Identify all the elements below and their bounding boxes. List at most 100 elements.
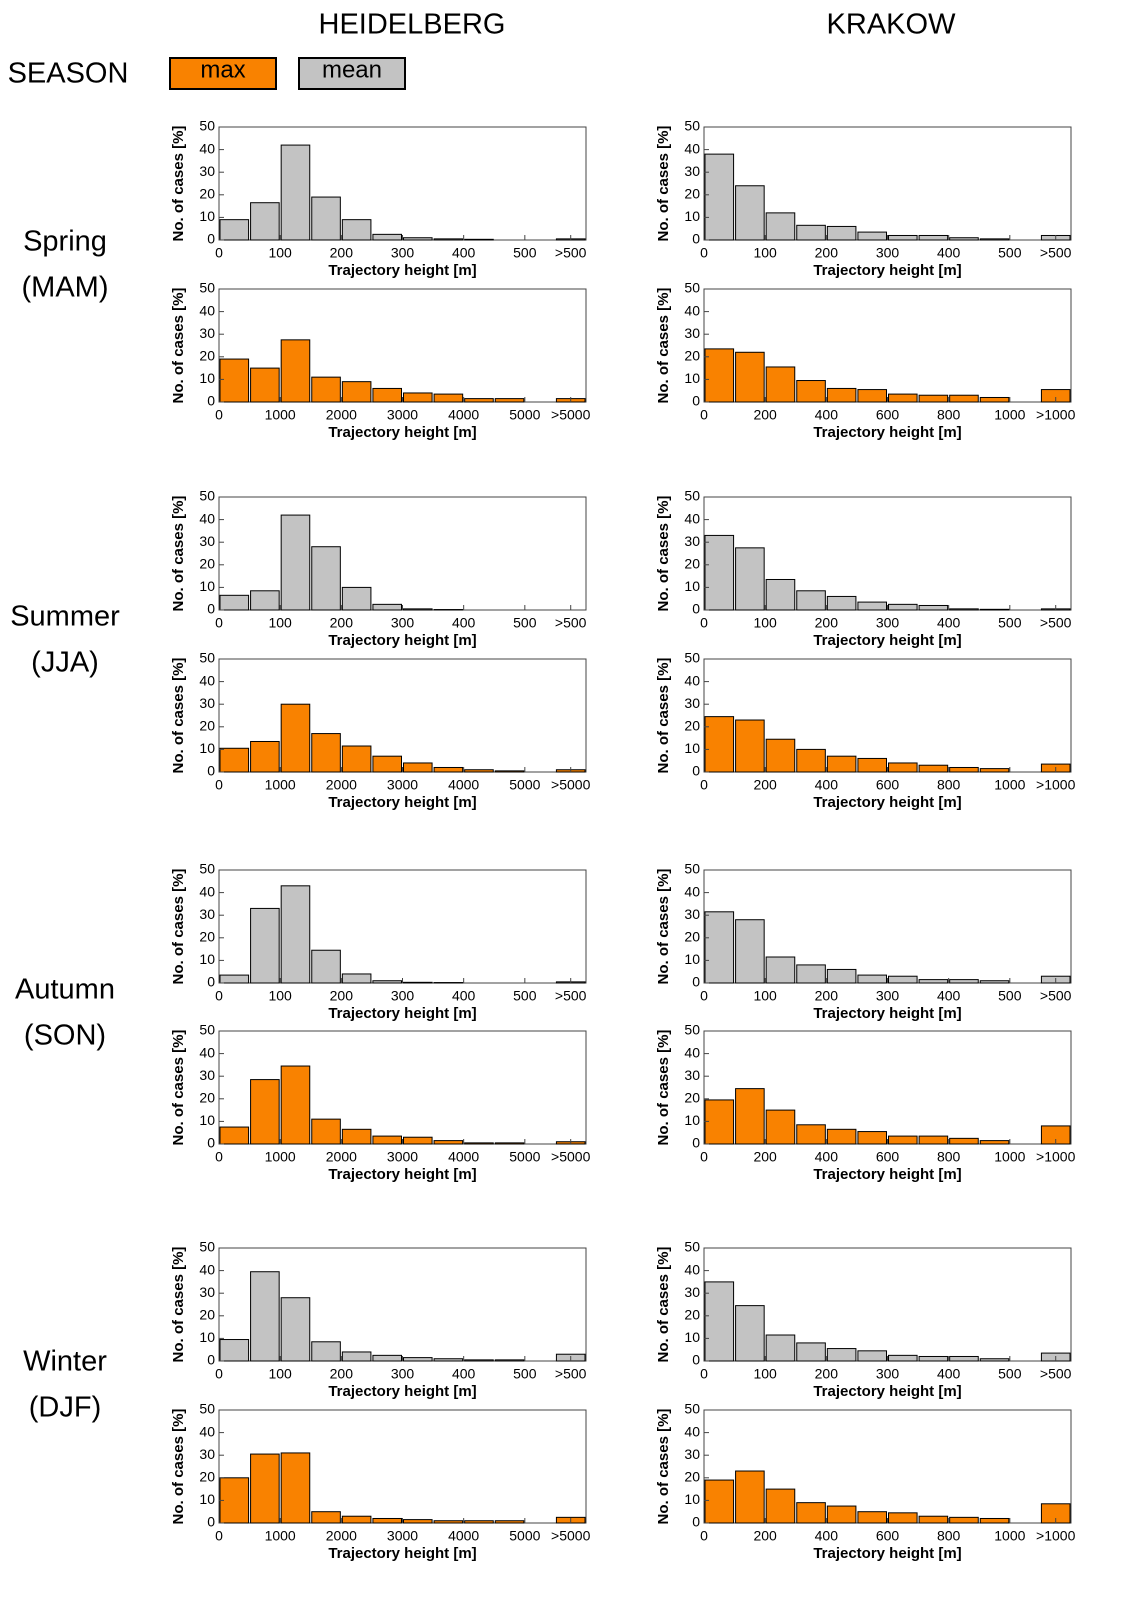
y-tick-label: 10 bbox=[684, 578, 700, 594]
x-tick-label: >500 bbox=[1040, 245, 1072, 261]
x-tick-label: 400 bbox=[452, 245, 476, 261]
x-tick-label: 400 bbox=[937, 988, 961, 1004]
y-tick-label: 50 bbox=[199, 280, 215, 296]
y-axis-label: No. of cases [%] bbox=[170, 496, 187, 612]
y-tick-label: 0 bbox=[207, 1514, 215, 1530]
x-tick-label: 100 bbox=[753, 615, 777, 631]
bar bbox=[765, 1488, 796, 1524]
season-header: SEASON bbox=[8, 58, 129, 90]
bar bbox=[403, 237, 433, 241]
bar bbox=[403, 1519, 433, 1524]
bar bbox=[857, 1350, 888, 1362]
y-tick-label: 10 bbox=[199, 1491, 215, 1507]
y-tick-label: 10 bbox=[199, 1329, 215, 1345]
season-code: (JJA) bbox=[31, 647, 99, 679]
bar bbox=[704, 716, 735, 773]
bar bbox=[979, 1517, 1010, 1524]
bar bbox=[918, 1355, 949, 1362]
x-tick-label: 4000 bbox=[448, 777, 479, 793]
y-tick-label: 0 bbox=[692, 763, 700, 779]
x-tick-label: 500 bbox=[998, 615, 1022, 631]
x-axis-label: Trajectory height [m] bbox=[328, 424, 476, 441]
x-tick-label: 0 bbox=[700, 1366, 708, 1382]
x-tick-label: 400 bbox=[815, 1149, 839, 1165]
x-tick-label: >1000 bbox=[1036, 1149, 1076, 1165]
bar bbox=[857, 601, 888, 611]
y-tick-label: 30 bbox=[199, 533, 215, 549]
y-tick-label: 30 bbox=[199, 163, 215, 179]
bar bbox=[219, 1477, 250, 1524]
x-tick-label: 0 bbox=[215, 777, 223, 793]
bar bbox=[494, 770, 525, 773]
x-tick-label: 200 bbox=[330, 988, 354, 1004]
bar bbox=[918, 979, 949, 984]
bar bbox=[464, 238, 494, 241]
bar bbox=[433, 1358, 464, 1362]
x-tick-label: 500 bbox=[513, 615, 537, 631]
x-tick-label: >500 bbox=[555, 1366, 587, 1382]
x-axis-label: Trajectory height [m] bbox=[328, 262, 476, 279]
y-tick-label: 20 bbox=[199, 1090, 215, 1106]
bar bbox=[826, 1348, 857, 1362]
x-tick-label: 4000 bbox=[448, 1528, 479, 1544]
y-tick-label: 50 bbox=[684, 488, 700, 504]
y-tick-label: 30 bbox=[199, 1284, 215, 1300]
x-tick-label: >1000 bbox=[1036, 777, 1076, 793]
bar bbox=[949, 979, 979, 984]
bar bbox=[494, 1520, 525, 1524]
x-tick-label: 1000 bbox=[265, 1149, 296, 1165]
bar bbox=[433, 238, 464, 241]
x-tick-label: 5000 bbox=[509, 777, 540, 793]
x-tick-label: >5000 bbox=[551, 1528, 591, 1544]
y-tick-label: 10 bbox=[684, 1329, 700, 1345]
bar bbox=[372, 387, 402, 403]
x-tick-label: 200 bbox=[815, 1366, 839, 1382]
bar bbox=[735, 719, 765, 773]
bar bbox=[979, 1358, 1010, 1362]
x-axis-label: Trajectory height [m] bbox=[813, 424, 961, 441]
y-tick-label: 10 bbox=[199, 1112, 215, 1128]
bar bbox=[857, 389, 888, 403]
bar bbox=[765, 738, 796, 773]
x-tick-label: 0 bbox=[215, 1149, 223, 1165]
bar bbox=[888, 1135, 918, 1145]
x-tick-label: 1000 bbox=[994, 777, 1025, 793]
bar bbox=[280, 144, 311, 241]
y-tick-label: 10 bbox=[684, 951, 700, 967]
bar bbox=[949, 608, 979, 611]
bar bbox=[311, 546, 341, 611]
y-tick-label: 40 bbox=[684, 1044, 700, 1060]
legend-label: max bbox=[200, 56, 245, 83]
x-tick-label: 0 bbox=[215, 1528, 223, 1544]
y-tick-label: 10 bbox=[199, 578, 215, 594]
x-tick-label: 400 bbox=[937, 245, 961, 261]
bar bbox=[372, 603, 402, 611]
y-tick-label: 40 bbox=[684, 302, 700, 318]
x-tick-label: 200 bbox=[330, 615, 354, 631]
y-tick-label: 30 bbox=[199, 325, 215, 341]
bar bbox=[765, 366, 796, 403]
y-tick-label: 0 bbox=[207, 393, 215, 409]
bar bbox=[735, 1088, 765, 1145]
bar bbox=[888, 393, 918, 403]
x-tick-label: 200 bbox=[753, 1149, 777, 1165]
y-tick-label: 10 bbox=[684, 1491, 700, 1507]
y-tick-label: 20 bbox=[684, 556, 700, 572]
season-code: (SON) bbox=[24, 1020, 106, 1052]
x-tick-label: >5000 bbox=[551, 1149, 591, 1165]
bar bbox=[918, 234, 949, 241]
x-tick-label: 500 bbox=[513, 988, 537, 1004]
y-tick-label: 30 bbox=[684, 325, 700, 341]
bar bbox=[918, 1515, 949, 1524]
y-tick-label: 0 bbox=[692, 1352, 700, 1368]
bar bbox=[250, 202, 280, 241]
x-tick-label: >500 bbox=[555, 245, 587, 261]
x-tick-label: 1000 bbox=[994, 407, 1025, 423]
bar bbox=[949, 237, 979, 241]
x-tick-label: 200 bbox=[753, 777, 777, 793]
bar bbox=[796, 964, 826, 984]
x-tick-label: 0 bbox=[700, 245, 708, 261]
y-tick-label: 50 bbox=[684, 650, 700, 666]
x-tick-label: 400 bbox=[452, 988, 476, 1004]
